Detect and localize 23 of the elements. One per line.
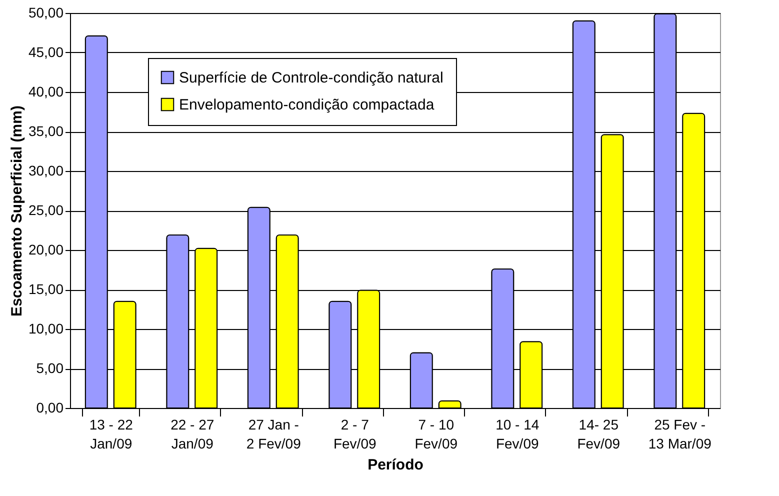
x-tick-label: 22 - 27 Jan/09	[170, 416, 214, 452]
y-tick-label: 35,00	[28, 123, 64, 139]
y-tick-label: 10,00	[28, 320, 64, 336]
y-tick-label: 25,00	[28, 202, 64, 218]
y-tick-label: 45,00	[28, 44, 64, 60]
y-tick-label: 40,00	[28, 84, 64, 100]
legend-label: Superfície de Controle-condição natural	[179, 70, 444, 86]
y-tick-label: 30,00	[28, 162, 64, 178]
x-tick-label: 27 Jan - 2 Fev/09	[246, 416, 302, 452]
y-tick-label: 0,00	[36, 400, 64, 416]
x-tick-label: 10 - 14 Fev/09	[496, 416, 540, 452]
y-tick-label: 15,00	[28, 281, 64, 297]
x-tick-label: 25 Fev - 13 Mar/09	[648, 416, 712, 452]
legend-label: Envelopamento-condição compactada	[179, 96, 435, 114]
y-tick-label: 5,00	[36, 360, 64, 376]
x-tick-label: 13 - 22 Jan/09	[89, 416, 134, 452]
x-tick-label: 2 - 7 Fev/09	[333, 416, 376, 452]
x-tick-label: 7 - 10 Fev/09	[414, 416, 458, 452]
y-tick-label: 20,00	[28, 242, 64, 258]
x-tick-label: 14- 25 Fev/09	[577, 416, 620, 452]
y-axis-title: Escoamento Superficial (mm)	[8, 106, 26, 316]
y-tick-label: 50,00	[28, 4, 64, 20]
x-axis-title: Período	[368, 456, 424, 474]
